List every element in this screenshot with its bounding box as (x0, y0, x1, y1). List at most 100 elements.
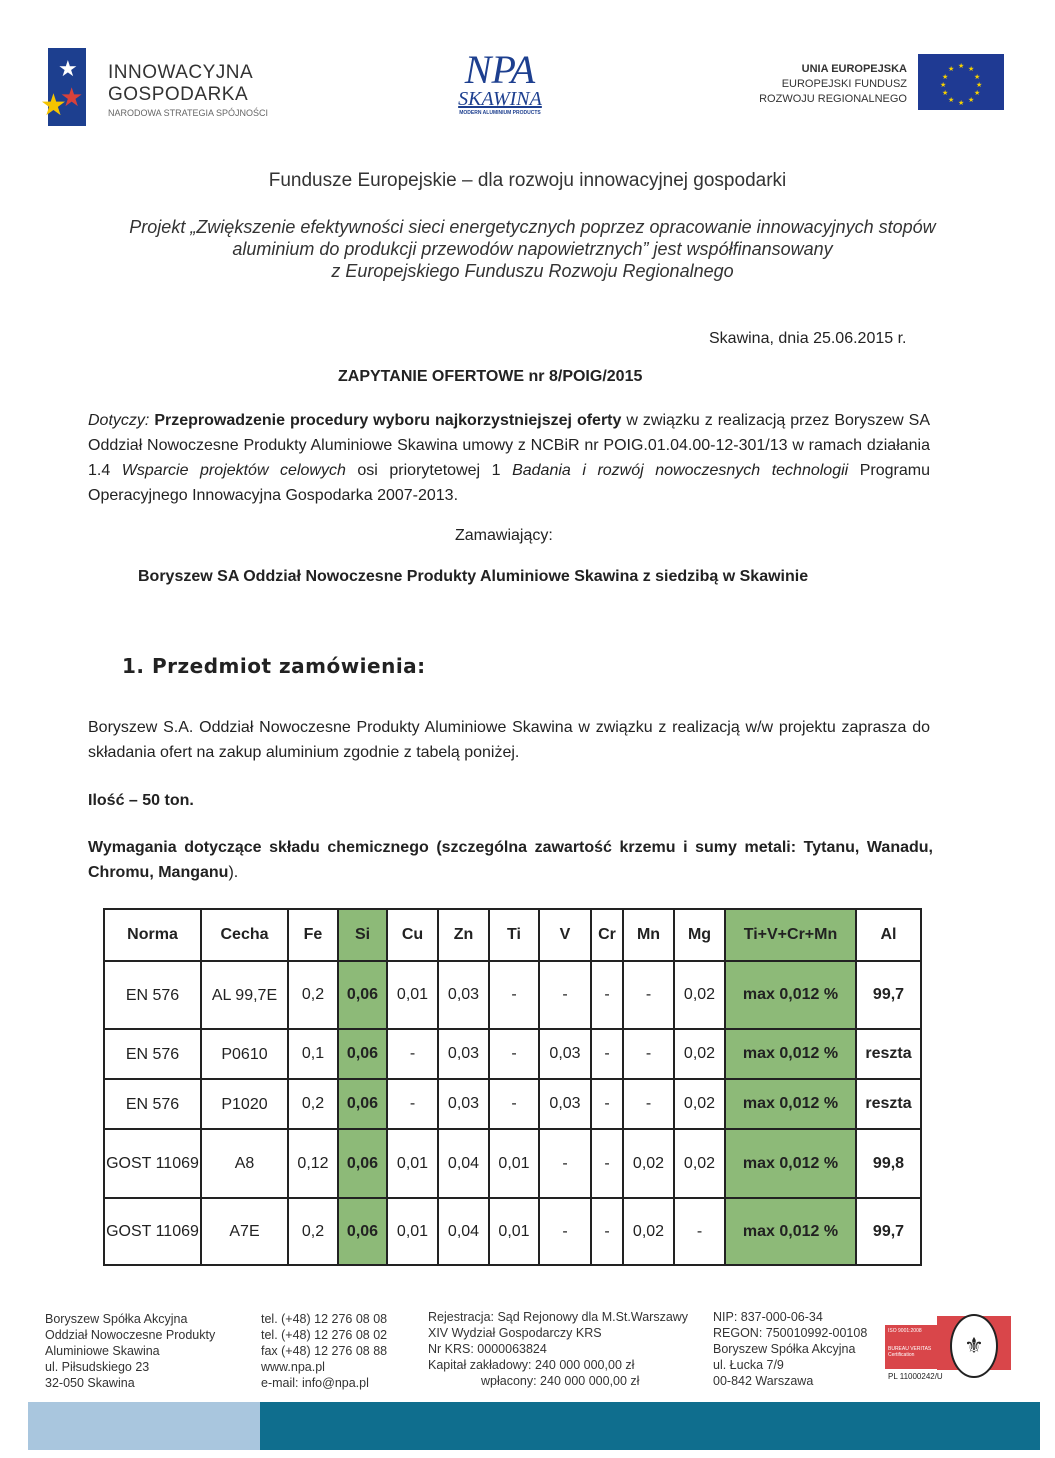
project-line: z Europejskiego Funduszu Rozwoju Regiona… (331, 261, 734, 281)
table-header-cell: Cu (386, 908, 439, 962)
section-heading: 1. Przedmiot zamówienia: (122, 654, 426, 678)
bureau-veritas-seal-icon: ⚜ (950, 1314, 998, 1378)
table-row: GOST 11069 A7E 0,2 0,06 0,01 0,04 0,01- -0,02- m… (103, 1197, 922, 1266)
star-icon: ★ (60, 82, 84, 112)
table-header-cell: Mn (622, 908, 675, 962)
footer-contact: tel. (+48) 12 276 08 08 tel. (+48) 12 276… (261, 1311, 387, 1391)
section-intro: Boryszew S.A. Oddział Nowoczesne Produkt… (88, 719, 930, 761)
logo-text: ROZWOJU REGIONALNEGO (759, 93, 907, 105)
table-cell: P0610 (200, 1028, 289, 1080)
footer-line: Nr KRS: 0000063824 (428, 1342, 547, 1356)
table-header-cell: Cr (590, 908, 624, 962)
footer-line: fax (+48) 12 276 08 88 (261, 1344, 388, 1358)
table-cell: 0,2 (287, 1197, 339, 1266)
table-cell: - (590, 960, 624, 1030)
logo-subtext: MODERN ALUMINIUM PRODUCTS (459, 110, 541, 116)
concerning-label: Dotyczy: (88, 412, 150, 429)
table-cell: EN 576 (103, 1078, 202, 1130)
footer-line: REGON: 750010992-00108 (713, 1326, 868, 1340)
concerning-subject: Przeprowadzenie procedury wyboru najkorz… (154, 412, 622, 429)
table-cell: 0,02 (673, 960, 726, 1030)
footer-line[interactable]: www.npa.pl (261, 1360, 325, 1374)
table-cell: - (622, 1078, 675, 1130)
table-cell: 0,2 (287, 960, 339, 1030)
requirements: Wymagania dotyczące składu chemicznego (… (88, 835, 933, 885)
table-cell: 0,06 (337, 1078, 388, 1130)
table-cell: 0,03 (437, 1078, 490, 1130)
text: osi priorytetowej 1 (345, 462, 513, 479)
table-header-cell: V (538, 908, 592, 962)
logo-subtext: NARODOWA STRATEGIA SPÓJNOŚCI (108, 108, 269, 118)
footer-bar-light (28, 1402, 260, 1450)
text: Programu Operacyjnego Innowacyjna Gospod… (88, 462, 930, 504)
table-cell: 0,01 (386, 960, 439, 1030)
footer-line: wpłacony: 240 000 000,00 zł (481, 1374, 640, 1388)
table-cell: 0,02 (622, 1128, 675, 1199)
table-cell: - (386, 1078, 439, 1130)
table-cell: 0,01 (386, 1128, 439, 1199)
table-cell: max 0,012 % (724, 1078, 857, 1130)
place-date: Skawina, dnia 25.06.2015 r. (709, 330, 907, 347)
footer-line: 32-050 Skawina (45, 1376, 135, 1390)
star-icon: ★ (58, 56, 78, 81)
footer-line: NIP: 837-000-06-34 (713, 1310, 823, 1324)
text: ). (228, 864, 239, 881)
table-header-row: Norma Cecha Fe Si Cu Zn Ti V Cr Mn Mg Ti+V+Cr+Mn Al (103, 908, 922, 962)
table-cell: 0,03 (437, 1028, 490, 1080)
table-header-cell: Al (855, 908, 922, 962)
logo-text: SKAWINA (458, 88, 542, 110)
text: w związku z realizacją przez Boryszew SA… (88, 412, 931, 479)
table-cell: 0,01 (488, 1128, 540, 1199)
footer-registration: Rejestracja: Sąd Rejonowy dla M.St.Warsz… (428, 1309, 688, 1389)
cert-text: ISO 9001:2008 (888, 1328, 922, 1334)
table-cell: 0,1 (287, 1028, 339, 1080)
table-cell: - (590, 1078, 624, 1130)
table-header-cell: Cecha (200, 908, 289, 962)
table-cell: 0,03 (538, 1028, 592, 1080)
eu-logo-text: UNIA EUROPEJSKA EUROPEJSKI FUNDUSZ ROZWO… (759, 62, 907, 107)
table-header-cell: Ti+V+Cr+Mn (724, 908, 857, 962)
table-cell: 99,8 (855, 1128, 922, 1199)
table-cell: AL 99,7E (200, 960, 289, 1030)
footer-line: Aluminiowe Skawina (45, 1344, 160, 1358)
table-header-cell: Mg (673, 908, 726, 962)
project-line: Projekt „Zwiększenie efektywności sieci … (129, 217, 936, 237)
table-cell: - (538, 1128, 592, 1199)
logo-text: NPA (464, 47, 536, 92)
star-icon: ★ (40, 89, 67, 122)
table-cell: 0,02 (673, 1078, 726, 1130)
innowacyjna-gospodarka-logo: ★ ★ ★ INNOWACYJNA GOSPODARKA NARODOWA ST… (40, 48, 300, 128)
table-cell: 99,7 (855, 1197, 922, 1266)
table-cell: 0,2 (287, 1078, 339, 1130)
table-cell: EN 576 (103, 1028, 202, 1080)
table-cell: max 0,012 % (724, 1028, 857, 1080)
table-cell: 0,04 (437, 1197, 490, 1266)
project-line: aluminium do produkcji przewodów napowie… (232, 239, 833, 259)
footer-line: Boryszew Spółka Akcyjna (45, 1312, 188, 1326)
footer-bar-dark (260, 1402, 1040, 1450)
document-title: ZAPYTANIE OFERTOWE nr 8/POIG/2015 (338, 368, 643, 385)
table-cell: 0,06 (337, 1197, 388, 1266)
footer-line: 00-842 Warszawa (713, 1374, 814, 1388)
project-statement: Projekt „Zwiększenie efektywności sieci … (60, 216, 1005, 282)
table-cell: 0,01 (488, 1197, 540, 1266)
table-cell: reszta (855, 1078, 922, 1130)
orderer-label: Zamawiający: (455, 527, 553, 544)
logo-text: UNIA EUROPEJSKA (801, 63, 907, 75)
table-cell: GOST 11069 (103, 1128, 202, 1199)
footer-line[interactable]: e-mail: info@npa.pl (261, 1376, 369, 1390)
table-cell: 99,7 (855, 960, 922, 1030)
table-header-cell: Ti (488, 908, 540, 962)
table-cell: max 0,012 % (724, 1197, 857, 1266)
footer-line: ul. Piłsudskiego 23 (45, 1360, 150, 1374)
footer-line: XIV Wydział Gospodarczy KRS (428, 1326, 602, 1340)
table-row: EN 576 P0610 0,1 0,06-0,03-0,03- -0,02 max 0,… (103, 1028, 922, 1080)
footer-line: tel. (+48) 12 276 08 02 (261, 1328, 388, 1342)
table-cell: - (538, 960, 592, 1030)
footer-line: tel. (+48) 12 276 08 08 (261, 1312, 388, 1326)
certification-badge: ISO 9001:2008 BUREAU VERITAS Certification (885, 1325, 937, 1369)
table-cell: - (538, 1197, 592, 1266)
cert-text: Certification (888, 1352, 915, 1358)
footer-line: Oddział Nowoczesne Produkty (45, 1328, 216, 1342)
